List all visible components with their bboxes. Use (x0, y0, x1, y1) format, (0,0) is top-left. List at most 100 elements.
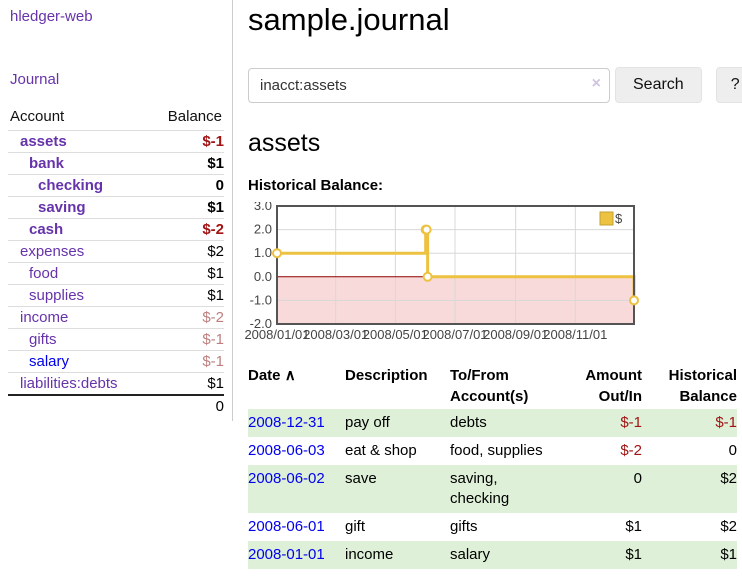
account-balance: $1 (149, 372, 224, 395)
account-balance: $-1 (149, 130, 224, 153)
transaction-amount-cell: $-1 (620, 414, 642, 431)
register-header-account: To/From Account(s) (450, 367, 529, 405)
register-table: Date ∧ Description To/From Account(s) Am… (248, 363, 737, 569)
account-row: checking 0 (8, 174, 224, 197)
account-link[interactable]: expenses (20, 243, 85, 260)
accounts-total-row: 0 (8, 394, 224, 417)
svg-text:2008/03/01: 2008/03/01 (303, 327, 368, 342)
accounts-balance-table: Account Balance assets $-1 bank $1 checking 0… (8, 104, 224, 417)
register-row[interactable]: 2008-12-31 pay off debts $-1 $-1 (248, 409, 737, 437)
transaction-date-cell: 2008-06-03 (248, 437, 345, 465)
clear-search-icon[interactable]: × (591, 74, 601, 92)
data-point-marker (422, 271, 433, 282)
transaction-accounts-cell: debts (450, 414, 487, 431)
svg-text:2008/09/01: 2008/09/01 (483, 327, 548, 342)
account-balance: 0 (149, 174, 224, 197)
help-button[interactable]: ? (715, 67, 742, 103)
account-link[interactable]: gifts (29, 331, 57, 348)
search-button[interactable]: Search (615, 67, 702, 103)
register-header-balance: Historical Balance (668, 367, 737, 405)
transaction-amount-cell: $1 (625, 546, 642, 563)
data-point-marker (421, 224, 432, 235)
account-balance: $1 (149, 152, 224, 175)
svg-text:2008/05/01: 2008/05/01 (363, 327, 428, 342)
account-link[interactable]: income (20, 309, 69, 326)
sort-by-date-link[interactable]: Date ∧ (248, 367, 296, 384)
svg-text:3.0: 3.0 (254, 202, 272, 213)
account-link[interactable]: supplies (29, 287, 85, 304)
data-point-marker (629, 295, 639, 306)
transaction-date-cell: 2008-06-01 (248, 513, 345, 541)
svg-text:-2.0: -2.0 (250, 316, 272, 331)
account-balance: $1 (149, 284, 224, 307)
transaction-date-link[interactable]: 2008-06-03 (248, 442, 325, 459)
account-balance: $-1 (149, 350, 224, 373)
transaction-date-link[interactable]: 2008-01-01 (248, 546, 325, 563)
register-row[interactable]: 2008-06-01 gift gifts $1 $2 (248, 513, 737, 541)
register-row[interactable]: 2008-06-03 eat & shop food, supplies $-2 0 (248, 437, 737, 465)
chart-label: Historical Balance: (248, 177, 384, 194)
account-link[interactable]: saving (38, 199, 86, 216)
sidebar-item-journal[interactable]: Journal (10, 71, 60, 88)
account-row: cash $-2 (8, 218, 224, 241)
account-balance: $2 (149, 240, 224, 263)
account-row: supplies $1 (8, 284, 224, 307)
sort-ascending-icon: ∧ (284, 367, 296, 384)
legend-swatch (599, 211, 614, 226)
account-link[interactable]: bank (29, 155, 65, 172)
transaction-amount-cell: $-2 (620, 442, 642, 459)
brand-link[interactable]: hledger-web (10, 8, 93, 25)
legend-label: $ (615, 211, 623, 226)
account-link[interactable]: cash (29, 221, 64, 238)
transaction-date-cell: 2008-01-01 (248, 541, 345, 569)
register-header-date[interactable]: Date ∧ (248, 363, 345, 409)
svg-text:0.0: 0.0 (254, 269, 272, 284)
account-row: expenses $2 (8, 240, 224, 263)
transaction-description-cell: pay off (345, 414, 390, 431)
account-row: food $1 (8, 262, 224, 285)
main-content: sample.journal × Search ? assets Histori… (233, 0, 742, 571)
transaction-description-cell: save (345, 470, 377, 487)
register-header-amount: Amount Out/In (585, 367, 642, 405)
historical-balance-chart[interactable]: 2008/01/012008/03/012008/05/012008/07/01… (244, 202, 642, 346)
transaction-date-link[interactable]: 2008-06-02 (248, 470, 325, 487)
account-row: income $-2 (8, 306, 224, 329)
register-table-body: 2008-12-31 pay off debts $-1 $-1 2008-06-03 ea… (248, 409, 737, 569)
account-balance: $-2 (149, 218, 224, 241)
account-row: saving $1 (8, 196, 224, 219)
accounts-total-value: 0 (149, 394, 224, 417)
transaction-accounts-cell: saving, checking (450, 470, 510, 507)
transaction-balance-cell: $-1 (715, 414, 737, 431)
account-link[interactable]: assets (20, 133, 67, 150)
search-input[interactable] (248, 67, 610, 103)
account-row: bank $1 (8, 152, 224, 175)
account-link[interactable]: liabilities:debts (20, 375, 118, 392)
transaction-balance-cell: $1 (720, 546, 737, 563)
account-row: assets $-1 (8, 130, 224, 153)
transaction-description-cell: gift (345, 518, 366, 535)
svg-text:2008/11/01: 2008/11/01 (543, 327, 607, 342)
account-link[interactable]: salary (29, 353, 70, 370)
transaction-balance-cell: $2 (720, 470, 737, 487)
transaction-balance-cell: $2 (720, 518, 737, 535)
account-balance: $-1 (149, 328, 224, 351)
data-point-marker (272, 248, 282, 259)
register-row[interactable]: 2008-06-02 save saving, checking 0 $2 (248, 465, 737, 513)
account-link[interactable]: food (29, 265, 59, 282)
transaction-date-link[interactable]: 2008-06-01 (248, 518, 325, 535)
transaction-accounts-cell: gifts (450, 518, 478, 535)
svg-text:2008/01/01: 2008/01/01 (244, 327, 309, 342)
search-bar: × Search ? (248, 67, 742, 103)
register-row[interactable]: 2008-01-01 income salary $1 $1 (248, 541, 737, 569)
transaction-description-cell: income (345, 546, 394, 563)
sidebar: hledger-web Journal Account Balance asse… (0, 0, 233, 421)
transaction-amount-cell: $1 (625, 518, 642, 535)
account-row: gifts $-1 (8, 328, 224, 351)
transaction-accounts-cell: food, supplies (450, 442, 543, 459)
transaction-balance-cell: 0 (728, 442, 737, 459)
account-balance: $1 (149, 262, 224, 285)
account-link[interactable]: checking (38, 177, 104, 194)
account-row: liabilities:debts $1 (8, 372, 224, 395)
transaction-date-link[interactable]: 2008-12-31 (248, 414, 325, 431)
register-header-description: Description (345, 367, 428, 384)
